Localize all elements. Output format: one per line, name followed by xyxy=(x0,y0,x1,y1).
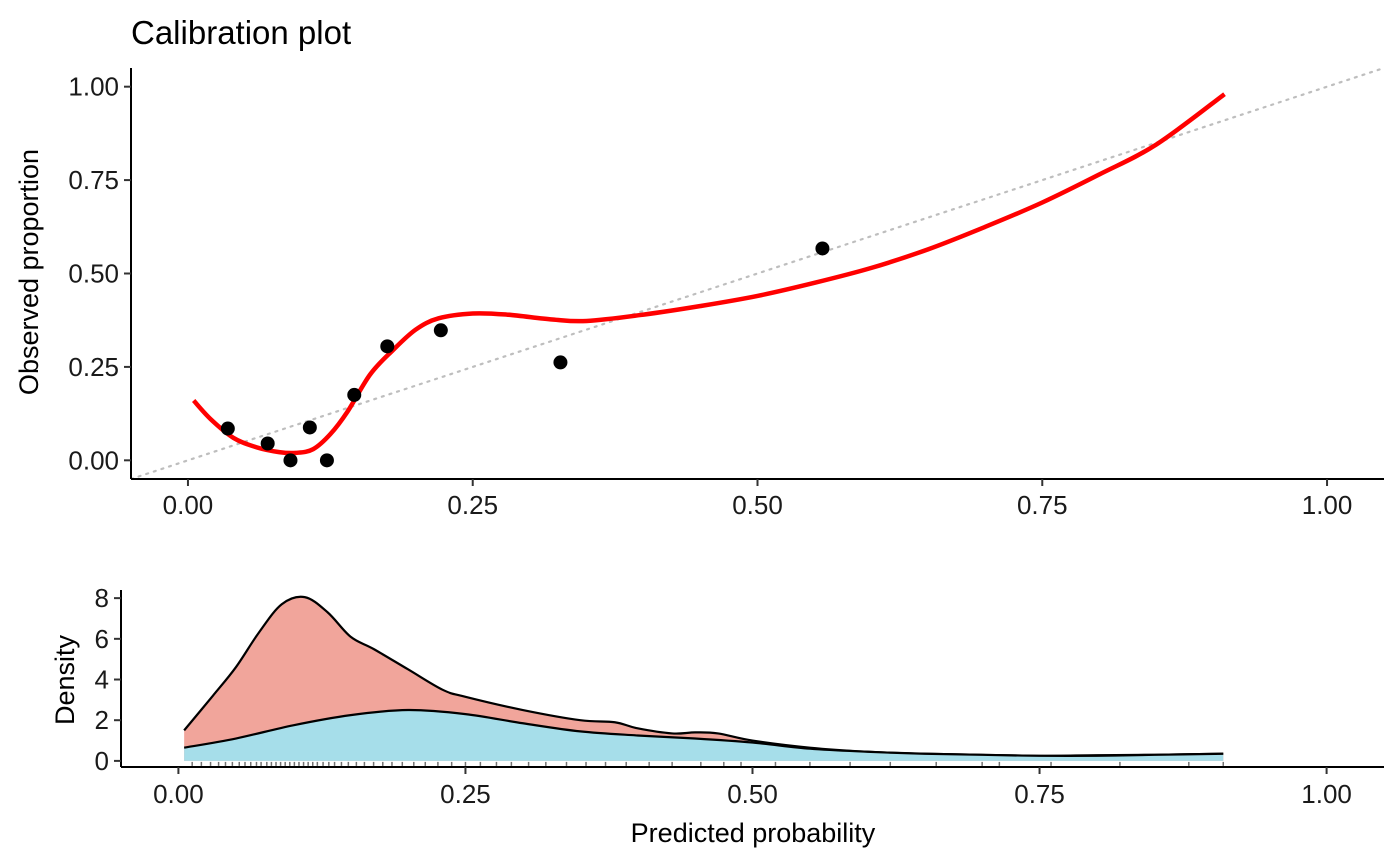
data-point xyxy=(380,339,395,354)
x-axis-title: Predicted probability xyxy=(631,818,876,848)
data-point xyxy=(347,387,362,402)
density-panel: 0 2 4 6 8 0.00 0.25 0.50 0.75 1.00 xyxy=(95,583,1384,809)
calibration-panel: 0.00 0.25 0.50 0.75 1.00 0.00 0.25 0.50 0.75 1.00 xyxy=(68,68,1384,520)
y-tick-label: 0.00 xyxy=(68,445,119,475)
data-point xyxy=(433,323,448,338)
y-axis-title-bottom: Density xyxy=(50,634,80,725)
data-point xyxy=(283,453,298,468)
density-area-nonevent xyxy=(184,710,1224,761)
x-tick-label: 1.00 xyxy=(1301,779,1352,809)
x-tick-label: 0.25 xyxy=(447,490,498,520)
y-tick-label: 0 xyxy=(95,746,109,776)
reference-line xyxy=(131,68,1384,479)
y-tick-label: 0.25 xyxy=(68,352,119,382)
x-tick-label: 0.00 xyxy=(153,779,204,809)
x-tick-label: 0.75 xyxy=(1017,490,1068,520)
data-point xyxy=(815,241,830,256)
y-tick-label: 0.50 xyxy=(68,259,119,289)
data-point xyxy=(553,355,568,370)
calibration-curve xyxy=(191,92,1226,456)
x-tick-label: 0.25 xyxy=(440,779,491,809)
chart-title: Calibration plot xyxy=(131,14,351,51)
density-line-nonevent xyxy=(183,708,1224,758)
y-tick-label: 2 xyxy=(95,705,109,735)
x-tick-label: 0.00 xyxy=(163,490,214,520)
y-axis-title-top: Observed proportion xyxy=(14,149,44,395)
data-point xyxy=(319,453,334,468)
x-tick-label: 0.75 xyxy=(1014,779,1065,809)
x-tick-label: 0.50 xyxy=(732,490,783,520)
x-tick-label: 0.50 xyxy=(727,779,778,809)
x-tick-label: 1.00 xyxy=(1302,490,1353,520)
y-tick-label: 1.00 xyxy=(68,72,119,102)
data-point xyxy=(302,420,317,435)
y-tick-label: 6 xyxy=(95,624,109,654)
y-tick-label: 4 xyxy=(95,665,109,695)
y-tick-label: 8 xyxy=(95,583,109,613)
y-tick-label: 0.75 xyxy=(68,165,119,195)
data-point xyxy=(260,436,275,451)
data-point xyxy=(220,421,235,436)
